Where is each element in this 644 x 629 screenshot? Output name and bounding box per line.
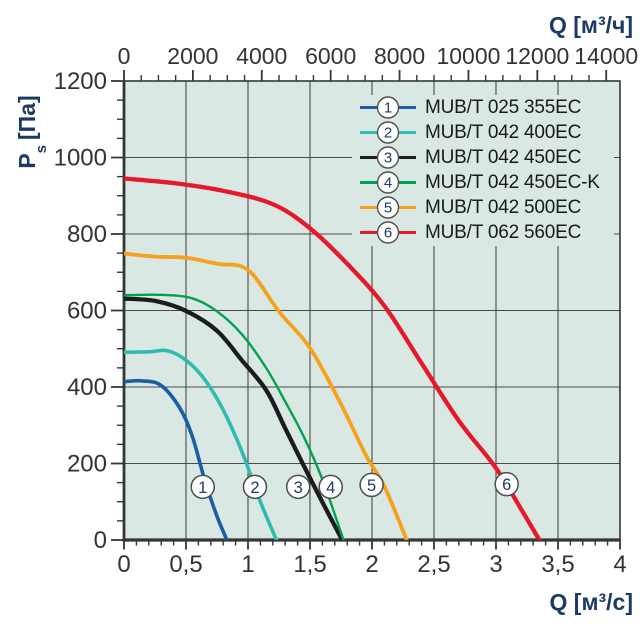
legend-item-3: 3 MUB/T 042 450EC [352,145,614,170]
legend-number-circle [376,121,400,144]
left-axis-tick-label: 1000 [54,145,107,172]
curve-marker-number-2: 2 [250,479,259,497]
bottom-axis-tick-label: 4 [613,551,626,578]
legend-number: 5 [384,200,392,217]
legend-marker-2: 2 [360,121,416,144]
legend-item-label: MUB/T 062 560EC [425,221,582,243]
legend-item-label: MUB/T 042 500EC [425,196,582,218]
legend-item-1: 1 MUB/T 025 355EC [352,95,614,120]
top-axis-tick-label: 14000 [574,43,638,69]
left-axis-title: Ps [Па] [14,82,50,182]
curve-4 [124,293,345,540]
left-axis-tick-label: 0 [94,527,107,554]
legend-marker-3: 3 [360,146,416,169]
legend-number-circle [376,171,400,194]
legend-number-circle [376,146,400,169]
left-axis-tick-label: 200 [67,451,107,478]
curve-5 [124,251,409,540]
curve-marker-number-1: 1 [198,479,207,497]
legend-item-5: 5 MUB/T 042 500EC [352,195,614,220]
curve-3 [124,296,345,540]
bottom-axis-tick-label: 1 [241,551,254,578]
bottom-axis-tick-label: 3,5 [541,551,574,578]
legend-number: 4 [384,175,392,192]
legend-number-circle [376,196,400,219]
bottom-axis-tick-label: 2 [365,551,378,578]
top-axis-tick-label: 4000 [236,43,287,69]
legend-marker-1: 1 [360,96,416,119]
left-axis-tick-label: 400 [67,374,107,401]
legend-item-label: MUB/T 042 400EC [425,121,582,143]
top-axis-tick-label: 8000 [374,43,425,69]
legend-number: 6 [384,225,392,242]
legend-item-6: 6 MUB/T 062 560EC [352,220,614,245]
curve-1 [124,378,229,540]
bottom-axis-tick-label: 3 [489,551,502,578]
curve-marker-1 [190,474,215,500]
left-axis-tick-label: 1200 [54,68,107,95]
legend-marker-6: 6 [360,221,416,244]
curve-marker-number-6: 6 [502,476,511,494]
curve-marker-3 [285,474,311,500]
legend-item-label: MUB/T 042 450EC [425,146,582,168]
legend: 1 MUB/T 025 355EC 2 MUB/T 042 400EC 3 MUB/T 0… [352,95,614,246]
curve-marker-number-4: 4 [326,479,335,497]
top-axis-tick-label: 0 [118,43,131,69]
left-axis-tick-label: 600 [67,298,107,325]
curve-marker-6 [494,471,519,497]
left-axis-title-symbol: P [14,153,40,169]
curve-marker-2 [242,474,268,500]
bottom-axis-tick-label: 0 [117,551,130,578]
bottom-axis-title: Q [м³/с] [549,589,633,615]
curve-6 [124,176,542,540]
legend-number-circle [376,221,400,244]
curve-marker-5 [359,472,384,498]
left-axis-title-subscript: s [32,144,50,154]
legend-number: 3 [384,150,392,167]
legend-item-label: MUB/T 025 355EC [425,96,582,118]
left-axis-tick-label: 800 [67,221,107,248]
top-axis-title: Q [м³/ч] [548,12,633,38]
top-axis-tick-label: 10000 [436,43,500,69]
bottom-axis-tick-label: 2,5 [417,551,450,578]
legend-marker-5: 5 [360,196,416,219]
legend-number-circle [376,96,400,119]
curve-marker-number-3: 3 [294,479,303,497]
legend-number: 1 [384,100,392,117]
legend-number: 2 [384,125,392,142]
legend-item-4: 4 MUB/T 042 450EC-K [352,170,614,195]
legend-item-label: MUB/T 042 450EC-K [425,171,600,193]
legend-item-2: 2 MUB/T 042 400EC [352,120,614,145]
top-axis-tick-label: 6000 [305,43,356,69]
left-axis-title-unit: [Па] [14,95,40,140]
curve-marker-4 [318,474,343,500]
bottom-axis-tick-label: 0,5 [169,551,202,578]
top-axis-tick-label: 2000 [167,43,218,69]
legend-marker-4: 4 [360,171,416,194]
top-axis-tick-label: 12000 [505,43,569,69]
bottom-axis-tick-label: 1,5 [293,551,326,578]
curve-marker-number-5: 5 [367,477,376,495]
